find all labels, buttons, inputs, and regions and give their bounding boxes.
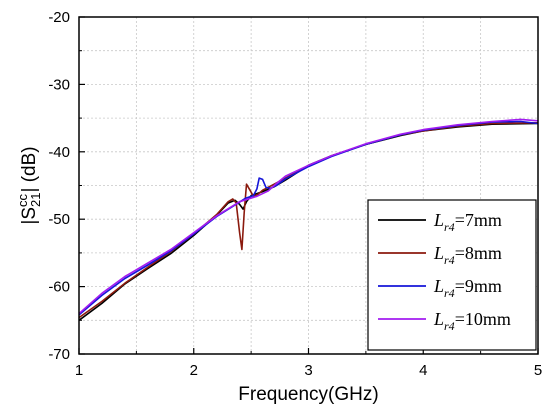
legend-label-2: Lr4=8mm	[433, 243, 502, 267]
legend-symbol: L	[433, 309, 444, 329]
legend-subscript: r4	[444, 286, 455, 300]
legend-value: =9mm	[455, 276, 502, 296]
x-tick-label: 1	[75, 362, 83, 379]
x-tick-label: 5	[534, 362, 542, 379]
x-tick-label: 3	[304, 362, 312, 379]
y-axis-title-main: |S	[19, 207, 40, 225]
legend-value: =7mm	[455, 210, 502, 230]
x-tick-label: 4	[419, 362, 427, 379]
legend-subscript: r4	[444, 319, 455, 333]
legend-symbol: L	[433, 243, 444, 263]
legend-label-4: Lr4=10mm	[433, 309, 511, 333]
y-axis-title-sub: 21	[28, 193, 43, 207]
y-tick-label: -20	[48, 9, 70, 26]
legend-symbol: L	[433, 276, 444, 296]
legend-symbol: L	[433, 210, 444, 230]
y-axis-title-tail: | (dB)	[19, 146, 40, 192]
ticks: 1 2 3 4 5 -70 -60 -50 -40 -30 -20	[48, 9, 542, 379]
y-tick-label: -70	[48, 346, 70, 363]
legend-label-1: Lr4=7mm	[433, 210, 502, 234]
x-tick-label: 2	[190, 362, 198, 379]
y-tick-label: -40	[48, 144, 70, 161]
y-axis-title: |Scc21| (dB)	[15, 146, 43, 224]
y-tick-label: -60	[48, 279, 70, 296]
legend-value: =8mm	[455, 243, 502, 263]
x-axis-title: Frequency(GHz)	[238, 384, 378, 405]
y-tick-label: -50	[48, 211, 70, 228]
series-layer	[78, 118, 539, 321]
legend-box	[367, 199, 537, 351]
legend-subscript: r4	[444, 253, 455, 267]
legend-subscript: r4	[444, 220, 455, 234]
legend-label-3: Lr4=9mm	[433, 276, 502, 300]
legend-value: =10mm	[455, 309, 511, 329]
y-tick-label: -30	[48, 76, 70, 93]
y-axis-title-sup: cc	[15, 193, 30, 207]
series-line-4	[78, 118, 539, 315]
